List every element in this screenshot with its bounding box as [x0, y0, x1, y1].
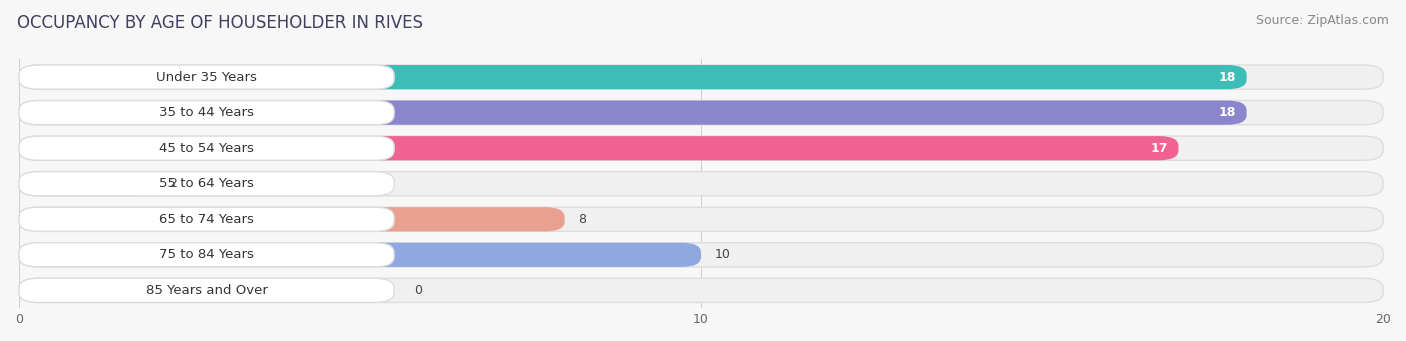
- Text: 85 Years and Over: 85 Years and Over: [146, 284, 267, 297]
- FancyBboxPatch shape: [20, 207, 1384, 231]
- FancyBboxPatch shape: [20, 101, 1384, 125]
- FancyBboxPatch shape: [20, 101, 394, 125]
- FancyBboxPatch shape: [20, 65, 1384, 89]
- Text: 75 to 84 Years: 75 to 84 Years: [159, 248, 254, 261]
- Text: 65 to 74 Years: 65 to 74 Years: [159, 213, 254, 226]
- Text: 18: 18: [1219, 71, 1236, 84]
- FancyBboxPatch shape: [20, 136, 1384, 160]
- FancyBboxPatch shape: [20, 243, 1384, 267]
- FancyBboxPatch shape: [20, 243, 394, 267]
- Text: 17: 17: [1150, 142, 1168, 155]
- Text: 10: 10: [714, 248, 731, 261]
- Text: Under 35 Years: Under 35 Years: [156, 71, 257, 84]
- FancyBboxPatch shape: [20, 136, 394, 160]
- FancyBboxPatch shape: [20, 278, 1384, 302]
- FancyBboxPatch shape: [20, 207, 565, 231]
- Text: 18: 18: [1219, 106, 1236, 119]
- FancyBboxPatch shape: [20, 207, 394, 231]
- FancyBboxPatch shape: [20, 243, 702, 267]
- FancyBboxPatch shape: [20, 136, 1178, 160]
- Text: 0: 0: [415, 284, 423, 297]
- FancyBboxPatch shape: [20, 65, 394, 89]
- FancyBboxPatch shape: [20, 172, 394, 196]
- FancyBboxPatch shape: [20, 101, 1247, 125]
- FancyBboxPatch shape: [20, 278, 394, 302]
- FancyBboxPatch shape: [20, 172, 1384, 196]
- FancyBboxPatch shape: [20, 172, 156, 196]
- Text: 8: 8: [578, 213, 586, 226]
- Text: 55 to 64 Years: 55 to 64 Years: [159, 177, 254, 190]
- Text: Source: ZipAtlas.com: Source: ZipAtlas.com: [1256, 14, 1389, 27]
- Text: OCCUPANCY BY AGE OF HOUSEHOLDER IN RIVES: OCCUPANCY BY AGE OF HOUSEHOLDER IN RIVES: [17, 14, 423, 32]
- Text: 35 to 44 Years: 35 to 44 Years: [159, 106, 254, 119]
- FancyBboxPatch shape: [20, 65, 1247, 89]
- Text: 2: 2: [169, 177, 177, 190]
- Text: 45 to 54 Years: 45 to 54 Years: [159, 142, 254, 155]
